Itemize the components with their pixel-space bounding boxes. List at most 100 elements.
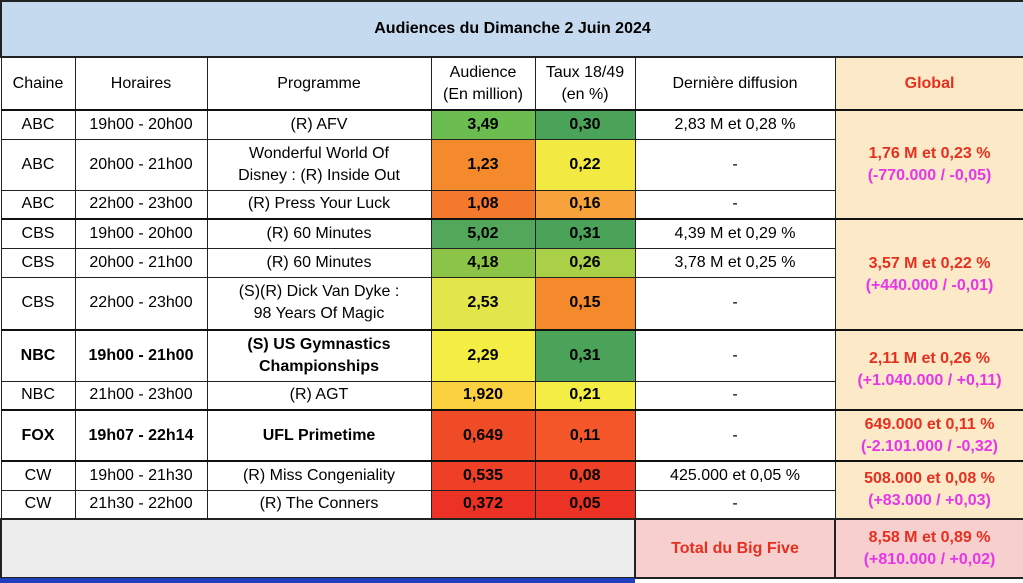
title-row: Audiences du Dimanche 2 Juin 2024 — [0, 0, 1023, 58]
cell-programme: (R) Press Your Luck — [206, 189, 432, 220]
global-fox-line1: 649.000 et 0,11 % — [864, 415, 995, 433]
cell-taux: 0,26 — [534, 247, 636, 278]
cell-programme: (R) Miss Congeniality — [206, 460, 432, 491]
header-global: Global — [834, 56, 1023, 111]
table-row: ABC 20h00 - 21h00 Wonderful World Of Disn… — [0, 138, 1023, 191]
cell-horaires: 19h07 - 22h14 — [74, 409, 208, 462]
global-abc: 1,76 M et 0,23 % (-770.000 / -0,05) — [834, 109, 1023, 220]
cell-derniere-diffusion: - — [634, 380, 836, 411]
global-nbc-line2: (+1.040.000 / +0,11) — [857, 372, 1002, 389]
cell-programme: UFL Primetime — [206, 409, 432, 462]
cell-derniere-diffusion: - — [634, 489, 836, 520]
cell-taux: 0,30 — [534, 109, 636, 140]
header-programme: Programme — [206, 56, 432, 111]
cell-programme: (R) AGT — [206, 380, 432, 411]
table-row: NBC 19h00 - 21h00 (S) US Gymnastics Champ… — [0, 329, 1023, 411]
cell-audience: 0,372 — [430, 489, 536, 520]
cell-audience: 1,08 — [430, 189, 536, 220]
programme-line1: (R) AFV — [290, 115, 348, 133]
cell-programme: (R) The Conners — [206, 489, 432, 520]
cell-chaine: FOX — [0, 409, 76, 462]
cell-horaires: 19h00 - 20h00 — [74, 109, 208, 140]
cell-programme: Wonderful World Of Disney : (R) Inside Ou… — [206, 138, 432, 191]
cell-taux: 0,31 — [534, 218, 636, 249]
cell-audience: 1,23 — [430, 138, 536, 191]
cell-chaine: ABC — [0, 138, 76, 191]
global-abc-line2: (-770.000 / -0,05) — [867, 166, 992, 184]
cell-chaine: CW — [0, 460, 76, 491]
programme-line1: UFL Primetime — [262, 426, 376, 444]
cell-horaires: 19h00 - 20h00 — [74, 218, 208, 249]
programme-line2: 98 Years Of Magic — [253, 305, 385, 323]
cell-horaires: 21h00 - 23h00 — [74, 380, 208, 411]
cell-derniere-diffusion: 2,83 M et 0,28 % — [634, 109, 836, 140]
header-chaine: Chaine — [0, 56, 76, 111]
cell-taux: 0,05 — [534, 489, 636, 520]
programme-line1: (R) Miss Congeniality — [242, 466, 396, 484]
cell-horaires: 21h30 - 22h00 — [74, 489, 208, 520]
cell-taux: 0,16 — [534, 189, 636, 220]
cell-audience: 3,49 — [430, 109, 536, 140]
cell-chaine: CW — [0, 489, 76, 520]
cell-audience: 2,29 — [430, 329, 536, 382]
cell-programme: (R) 60 Minutes — [206, 247, 432, 278]
header-audience-line1: Audience — [449, 63, 517, 81]
cell-derniere-diffusion: 4,39 M et 0,29 % — [634, 218, 836, 249]
programme-line1: (R) AGT — [289, 386, 349, 404]
cell-horaires: 19h00 - 21h00 — [74, 329, 208, 382]
cell-chaine: NBC — [0, 329, 76, 382]
cell-audience: 5,02 — [430, 218, 536, 249]
global-nbc: 2,11 M et 0,26 % (+1.040.000 / +0,11) — [834, 329, 1023, 411]
cell-taux: 0,31 — [534, 329, 636, 382]
cell-horaires: 20h00 - 21h00 — [74, 138, 208, 191]
table-row: CW 19h00 - 21h30 (R) Miss Congeniality 0… — [0, 460, 1023, 520]
global-cw-line2: (+83.000 / +0,03) — [868, 492, 991, 509]
table-row: NBC 21h00 - 23h00 (R) AGT 1,920 0,21 - — [0, 380, 1023, 411]
cell-derniere-diffusion: - — [634, 329, 836, 382]
header-taux: Taux 18/49 (en %) — [534, 56, 636, 111]
header-row: Chaine Horaires Programme Audience (En mi… — [0, 56, 1023, 111]
header-audience: Audience (En million) — [430, 56, 536, 111]
programme-line1: (S) US Gymnastics — [247, 335, 391, 353]
cell-derniere-diffusion: - — [634, 189, 836, 220]
global-cw-line1: 508.000 et 0,08 % — [864, 470, 995, 487]
table-row: CBS 19h00 - 20h00 (R) 60 Minutes 5,02 0,… — [0, 218, 1023, 331]
footer-label: Total du Big Five — [634, 518, 836, 579]
cell-horaires: 22h00 - 23h00 — [74, 276, 208, 331]
header-derniere-diffusion: Dernière diffusion — [634, 56, 836, 111]
programme-line1: (R) Press Your Luck — [247, 195, 391, 213]
programme-line1: Wonderful World Of — [249, 144, 389, 162]
cell-taux: 0,11 — [534, 409, 636, 462]
table-row: ABC 22h00 - 23h00 (R) Press Your Luck 1,… — [0, 189, 1023, 220]
cell-chaine: ABC — [0, 109, 76, 140]
header-audience-line2: (En million) — [442, 85, 523, 103]
footer-empty — [0, 518, 636, 579]
footer-total: 8,58 M et 0,89 % (+810.000 / +0,02) — [833, 518, 1023, 579]
cell-chaine: CBS — [0, 247, 76, 278]
programme-line2: Championships — [258, 357, 379, 375]
cell-horaires: 19h00 - 21h30 — [74, 460, 208, 491]
global-nbc-line1: 2,11 M et 0,26 % — [869, 350, 990, 367]
cell-audience: 0,535 — [430, 460, 536, 491]
programme-line2: Disney : (R) Inside Out — [238, 166, 400, 184]
header-taux-line1: Taux 18/49 — [545, 63, 625, 81]
footer-total-line2: (+810.000 / +0,02) — [863, 550, 996, 568]
cell-derniere-diffusion: - — [634, 138, 836, 191]
global-fox-line2: (-2.101.000 / -0,32) — [861, 437, 998, 455]
global-cbs: 3,57 M et 0,22 % (+440.000 / -0,01) — [834, 218, 1023, 331]
global-cbs-line1: 3,57 M et 0,22 % — [868, 254, 991, 272]
cell-taux: 0,22 — [534, 138, 636, 191]
cell-programme: (S) US Gymnastics Championships — [206, 329, 432, 382]
table-row: ABC 19h00 - 20h00 (R) AFV 3,49 0,30 2,83… — [0, 109, 1023, 220]
cell-audience: 0,649 — [430, 409, 536, 462]
cell-chaine: CBS — [0, 276, 76, 331]
cell-programme: (R) 60 Minutes — [206, 218, 432, 249]
header-taux-line2: (en %) — [561, 85, 609, 103]
programme-line1: (R) The Conners — [259, 495, 379, 513]
cell-chaine: CBS — [0, 218, 76, 249]
cell-horaires: 20h00 - 21h00 — [74, 247, 208, 278]
cell-taux: 0,08 — [534, 460, 636, 491]
table-row: FOX 19h07 - 22h14 UFL Primetime 0,649 0,… — [0, 409, 1023, 462]
cell-horaires: 22h00 - 23h00 — [74, 189, 208, 220]
